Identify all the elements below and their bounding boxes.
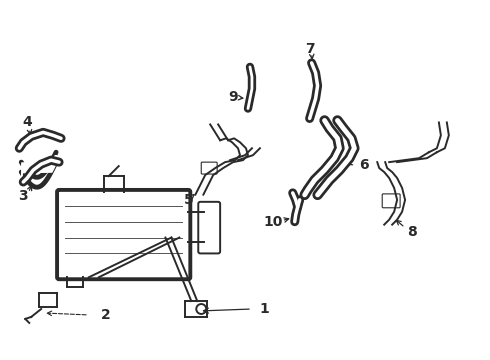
Text: 7: 7 (305, 42, 315, 56)
Text: 4: 4 (23, 116, 32, 130)
Text: 9: 9 (228, 90, 238, 104)
Text: 6: 6 (359, 158, 369, 172)
Text: 8: 8 (407, 225, 417, 239)
Text: 3: 3 (19, 189, 28, 203)
Text: 10: 10 (264, 215, 283, 229)
Text: 1: 1 (260, 302, 270, 316)
Text: 5: 5 (183, 193, 193, 207)
Text: 2: 2 (101, 308, 111, 322)
